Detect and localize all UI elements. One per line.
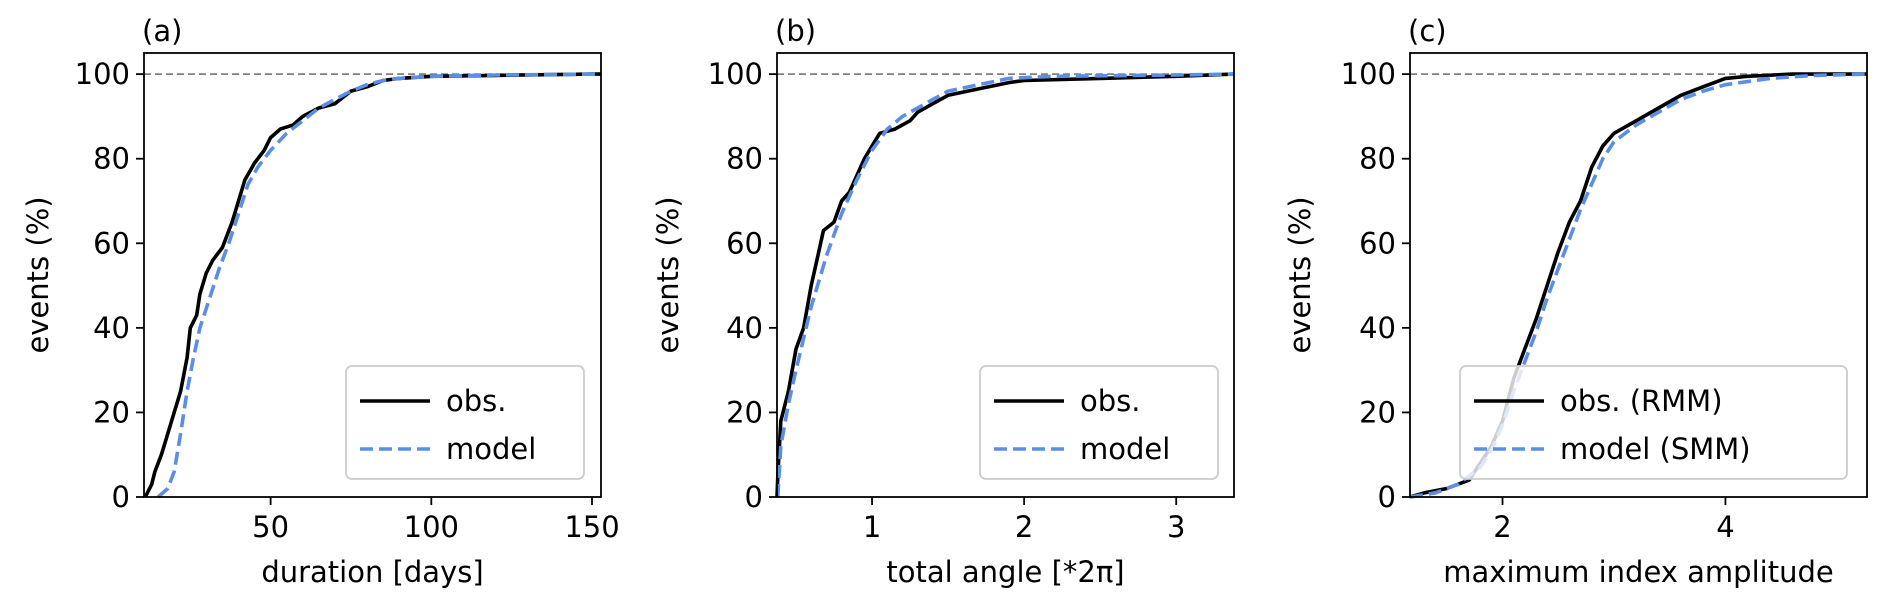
legend-box xyxy=(1459,365,1848,480)
legend: obs. (RMM) model (SMM) xyxy=(1459,365,1848,480)
y-tick-label: 80 xyxy=(726,142,763,176)
panel-label: (c) xyxy=(1408,14,1447,48)
series-line-model xyxy=(776,72,1235,498)
y-tick-label: 100 xyxy=(708,57,763,91)
legend-label: model xyxy=(1080,432,1170,466)
series-line-model xyxy=(1409,72,1868,499)
y-tick-label: 40 xyxy=(1359,311,1396,345)
axes-frame xyxy=(1409,52,1868,498)
y-axis-label: events (%) xyxy=(651,196,685,353)
series-line-obs xyxy=(775,72,1235,498)
legend: obs. model xyxy=(345,365,585,480)
y-axis-label: events (%) xyxy=(1283,196,1317,353)
legend-label: model xyxy=(446,432,536,466)
panel-label: (b) xyxy=(775,14,816,48)
y-tick-label: 40 xyxy=(726,311,763,345)
y-tick-label: 100 xyxy=(1341,57,1396,91)
x-tick-label: 2 xyxy=(1493,510,1511,544)
y-tick-label: 60 xyxy=(1359,226,1396,260)
x-tick-label: 50 xyxy=(252,510,289,544)
y-axis-label: events (%) xyxy=(21,196,55,353)
y-tick-label: 60 xyxy=(93,226,130,260)
y-tick-label: 20 xyxy=(1359,395,1396,429)
y-tick-label: 0 xyxy=(112,480,130,514)
y-tick-label: 80 xyxy=(1359,142,1396,176)
legend: obs. model xyxy=(979,365,1219,480)
x-tick-label: 4 xyxy=(1716,510,1734,544)
x-axis-label: total angle [*2π] xyxy=(886,555,1124,589)
x-tick-label: 1 xyxy=(863,510,881,544)
panel-label: (a) xyxy=(142,14,182,48)
y-tick-label: 20 xyxy=(726,395,763,429)
y-tick-label: 60 xyxy=(726,226,763,260)
series-line-model xyxy=(156,72,602,499)
x-tick-label: 2 xyxy=(1015,510,1033,544)
x-tick-label: 150 xyxy=(564,510,619,544)
legend-label: model (SMM) xyxy=(1560,432,1751,466)
y-tick-label: 80 xyxy=(93,142,130,176)
y-tick-label: 100 xyxy=(75,57,130,91)
legend-label: obs. xyxy=(1080,384,1140,418)
x-tick-label: 100 xyxy=(404,510,459,544)
axes-frame xyxy=(776,52,1235,498)
y-tick-label: 0 xyxy=(745,480,763,514)
panel-b: 1 2 3 0 20 40 60 80 100 total angle [*2π] events (… xyxy=(651,14,1235,589)
x-axis-label: maximum index amplitude xyxy=(1443,555,1833,589)
y-tick-label: 40 xyxy=(93,311,130,345)
legend-label: obs. (RMM) xyxy=(1560,384,1723,418)
y-tick-label: 0 xyxy=(1378,480,1396,514)
legend-label: obs. xyxy=(446,384,506,418)
y-tick-label: 20 xyxy=(93,395,130,429)
x-axis-label: duration [days] xyxy=(261,555,483,589)
panel-a: 50 100 150 0 20 40 60 80 100 duration [days] event… xyxy=(21,14,620,589)
axes-frame xyxy=(143,52,602,498)
x-tick-label: 3 xyxy=(1167,510,1185,544)
